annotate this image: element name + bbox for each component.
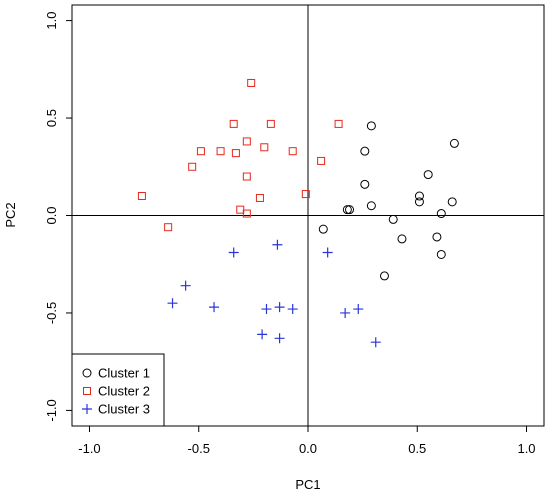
cluster-1-point [345,205,355,215]
cluster-2-point [216,147,225,156]
cluster-3-point [261,304,272,315]
y-axis: -1.0 -0.5 0.0 0.5 1.0 [44,12,72,422]
cluster-1-point [436,249,446,259]
y-tick-label: 1.0 [44,12,59,30]
cluster-2-point [137,192,146,201]
cluster-1-point [318,224,328,234]
cluster-2-point [231,149,240,158]
x-tick-label: 0.0 [299,441,317,456]
cluster-3-point [167,298,178,309]
y-tick-label: -1.0 [44,399,59,421]
cluster-3-point [340,307,351,318]
cluster-3-point [353,304,364,315]
cluster-2-point [334,119,343,128]
cluster-3-point [209,302,220,313]
cluster-3-point [257,329,268,340]
y-axis-title: PC2 [3,202,18,227]
legend-label-cluster-1: Cluster 1 [98,366,150,381]
cluster-1-point [342,205,352,215]
cluster-3-point [274,333,285,344]
cluster-3-point [274,302,285,313]
legend-marker-cluster-3 [82,404,92,414]
cluster-1-point [379,271,389,281]
cluster-1-point [414,197,424,207]
cluster-1-point [360,179,370,189]
cluster-1-point [447,197,457,207]
cluster-2-point [260,143,269,152]
cluster-2-point [242,172,251,181]
legend-marker-cluster-1 [82,368,92,378]
legend: Cluster 1 Cluster 2 Cluster 3 [71,353,165,427]
cluster-1-point [432,232,442,242]
cluster-1-point [449,138,459,148]
cluster-2-point [242,209,251,218]
cluster-1-point [366,201,376,211]
legend-marker-cluster-2 [83,387,91,395]
cluster-2-point [188,162,197,171]
cluster-3-point [228,247,239,258]
x-tick-label: 1.0 [517,441,535,456]
cluster-1-point [414,191,424,201]
cluster-2-point [266,119,275,128]
cluster-1-point [360,146,370,156]
y-tick-label: 0.0 [44,206,59,224]
x-axis: -1.0 -0.5 0.0 0.5 1.0 [78,426,536,456]
cluster-2-point [301,190,310,199]
cluster-3-point [272,239,283,250]
y-tick-label: 0.5 [44,109,59,127]
x-tick-label: -0.5 [188,441,210,456]
cluster-3-point [180,280,191,291]
cluster-2-point [317,156,326,165]
x-axis-title: PC1 [295,477,320,492]
cluster-1-point [423,170,433,180]
cluster-3-point [287,304,298,315]
cluster-2-point [236,205,245,214]
cluster-1-point [436,209,446,219]
x-tick-label: -1.0 [78,441,100,456]
x-tick-label: 0.5 [408,441,426,456]
cluster-3-point [370,337,381,348]
cluster-2-point [196,147,205,156]
cluster-3-point [322,247,333,258]
cluster-2-point [288,147,297,156]
cluster-2-point [229,119,238,128]
legend-label-cluster-3: Cluster 3 [98,402,150,417]
cluster-2-point [242,137,251,146]
y-tick-label: -0.5 [44,302,59,324]
cluster-1-point [388,214,398,224]
cluster-2-point [164,223,173,232]
data-points [137,78,459,348]
cluster-1-point [397,234,407,244]
cluster-2-point [247,78,256,87]
legend-label-cluster-2: Cluster 2 [98,384,150,399]
cluster-2-point [255,193,264,202]
cluster-1-point [366,121,376,131]
